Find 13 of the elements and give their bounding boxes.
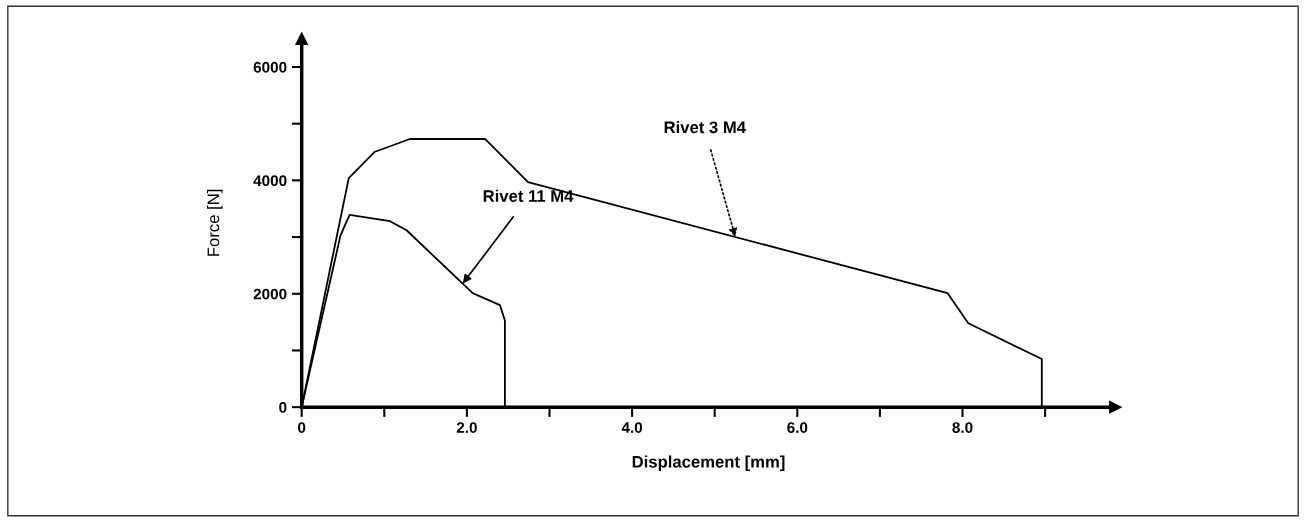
y-tick-label: 2000	[253, 288, 287, 300]
annotation: Rivet 3 M4	[664, 120, 746, 134]
y-tick-label: 4000	[253, 175, 287, 187]
y-tick-label: 0	[279, 402, 287, 413]
x-tick-label: 0	[298, 422, 306, 433]
y-tick-label: 6000	[253, 61, 287, 73]
x-tick-label: 6.0	[787, 422, 808, 433]
y-axis-title: Force [N]	[207, 189, 223, 256]
x-tick-label: 2.0	[456, 422, 477, 433]
x-axis-title: Displacement [mm]	[632, 455, 785, 471]
x-tick-label: 8.0	[952, 422, 973, 433]
annotation: Rivet 11 M4	[483, 189, 574, 202]
x-tick-label: 4.0	[621, 422, 643, 433]
